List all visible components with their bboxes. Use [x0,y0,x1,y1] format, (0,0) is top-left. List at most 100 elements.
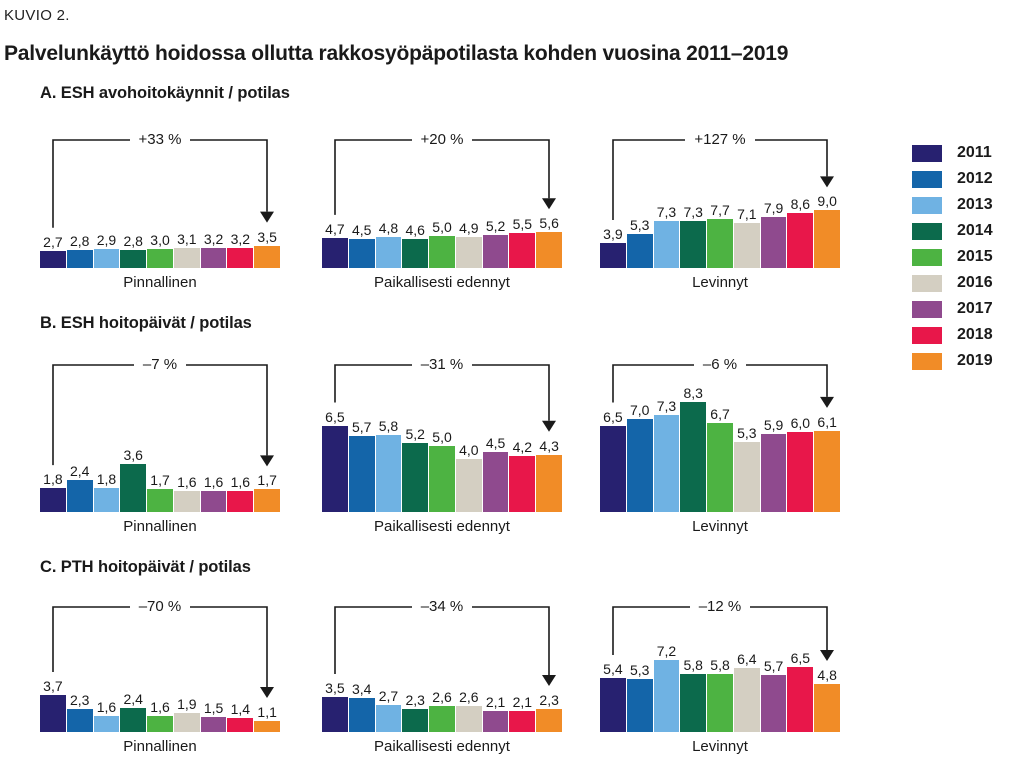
bar-cell: 4,5 [348,222,375,268]
bar-value-label: 1,1 [257,704,277,720]
bar-2014 [120,708,147,732]
bar-cell: 2,1 [482,694,509,732]
change-label: –31 % [322,356,562,373]
category-label: Paikallisesti edennyt [374,274,510,291]
bar-cell: 6,0 [787,415,814,512]
bar-value-label: 6,7 [710,405,730,422]
bar-cell: 3,0 [147,232,173,268]
bar-value-label: 4,8 [817,667,837,683]
bar-value-label: 1,7 [150,472,170,489]
bar-value-label: 3,4 [351,681,372,697]
bar-2011 [322,425,348,512]
bar-2015 [147,716,173,732]
bar-value-label: 2,3 [539,692,559,708]
bar-value-label: 2,4 [69,463,90,480]
bar-2019 [814,430,841,512]
bar-cell: 4,7 [322,221,348,268]
bar-cell: 1,8 [93,471,120,512]
bar-2019 [254,721,281,732]
bar-cell: 2,8 [120,233,147,268]
bar-2015 [429,706,455,732]
change-label-text: –7 % [133,356,187,373]
bar-2016 [455,458,482,512]
bar-2016 [455,706,482,732]
bar-value-label: 3,5 [257,228,277,245]
change-label-text: –6 % [693,356,747,373]
bar-value-label: 2,4 [123,691,143,707]
bar-value-label: 5,3 [629,662,650,678]
change-label: +33 % [40,131,280,148]
bar-cell: 2,7 [40,234,66,268]
bar-2013 [375,434,402,512]
bar-2017 [760,433,787,512]
bar-2019 [254,489,281,512]
bar-2015 [147,248,173,268]
bar-value-label: 1,6 [230,473,251,490]
bar-value-label: 6,5 [790,650,811,666]
bar-chart: –7 % 1,8 2,4 1,8 3,6 1,7 1,6 1,6 1,6 1,7 Pinnallin… [40,356,281,540]
bar-value-label: 5,2 [405,425,425,442]
bar-value-label: 4,5 [351,222,372,239]
bar-2017 [200,247,227,268]
bars-row: 5,4 5,3 7,2 5,8 5,8 6,4 5,7 6,5 4,8 [600,598,841,732]
bar-chart: –70 % 3,7 2,3 1,6 2,4 1,6 1,9 1,5 1,4 1,1 Pinnalli… [40,598,281,758]
bar-value-label: 2,3 [69,692,90,708]
bar-cell: 6,1 [814,414,841,512]
bar-value-label: 7,3 [683,204,703,221]
bar-cell: 7,0 [626,402,653,512]
bar-2019 [536,454,563,512]
bar-value-label: 7,9 [763,200,784,217]
bar-value-label: 7,3 [656,204,677,221]
change-label-text: –12 % [689,598,751,615]
bar-cell: 2,3 [402,692,429,732]
bar-value-label: 3,6 [123,447,143,464]
bar-2012 [626,234,653,268]
bar-cell: 5,3 [733,425,760,512]
legend-year-label: 2019 [957,352,993,369]
bar-cell: 1,7 [254,472,281,512]
bar-2016 [733,668,760,732]
legend-item: 2016 [912,270,993,296]
bar-value-label: 3,1 [177,231,197,248]
bar-value-label: 5,7 [351,419,372,436]
bar-cell: 1,6 [147,699,173,732]
change-label-text: –34 % [411,598,473,615]
bar-cell: 2,6 [429,689,455,732]
bar-2018 [227,247,254,268]
category-label: Paikallisesti edennyt [374,518,510,535]
bar-2017 [760,217,787,268]
bar-value-label: 1,6 [203,473,224,490]
category-label: Pinnallinen [123,518,197,535]
legend-year-label: 2012 [957,170,993,187]
bar-2014 [680,221,707,268]
bar-cell: 5,8 [680,657,707,732]
bar-2019 [536,232,563,268]
bar-value-label: 1,6 [96,699,117,715]
bar-2011 [322,237,348,268]
bar-cell: 1,6 [93,699,120,732]
bar-value-label: 1,4 [230,701,251,717]
legend-item: 2013 [912,192,993,218]
bar-cell: 5,8 [375,418,402,512]
bar-value-label: 4,8 [378,220,399,237]
bar-value-label: 6,5 [325,408,345,425]
bar-cell: 5,7 [760,658,787,732]
bar-value-label: 4,7 [325,220,345,237]
legend-item: 2018 [912,322,993,348]
bar-cell: 5,3 [626,217,653,268]
bar-cell: 1,6 [200,473,227,512]
bar-2016 [173,248,200,268]
bar-cell: 2,3 [66,692,93,732]
category-label: Paikallisesti edennyt [374,738,510,755]
bar-cell: 4,6 [402,222,429,268]
bar-2014 [402,709,429,732]
bar-value-label: 1,5 [203,700,224,716]
legend-year-label: 2018 [957,326,993,343]
bar-2014 [402,442,429,512]
bar-chart: –12 % 5,4 5,3 7,2 5,8 5,8 6,4 5,7 6,5 4,8 Levinnyt [600,598,841,758]
bar-2016 [173,490,200,512]
bar-value-label: 2,1 [512,694,533,710]
category-label: Pinnallinen [123,738,197,755]
legend-swatch [912,300,942,318]
bar-cell: 5,9 [760,417,787,512]
